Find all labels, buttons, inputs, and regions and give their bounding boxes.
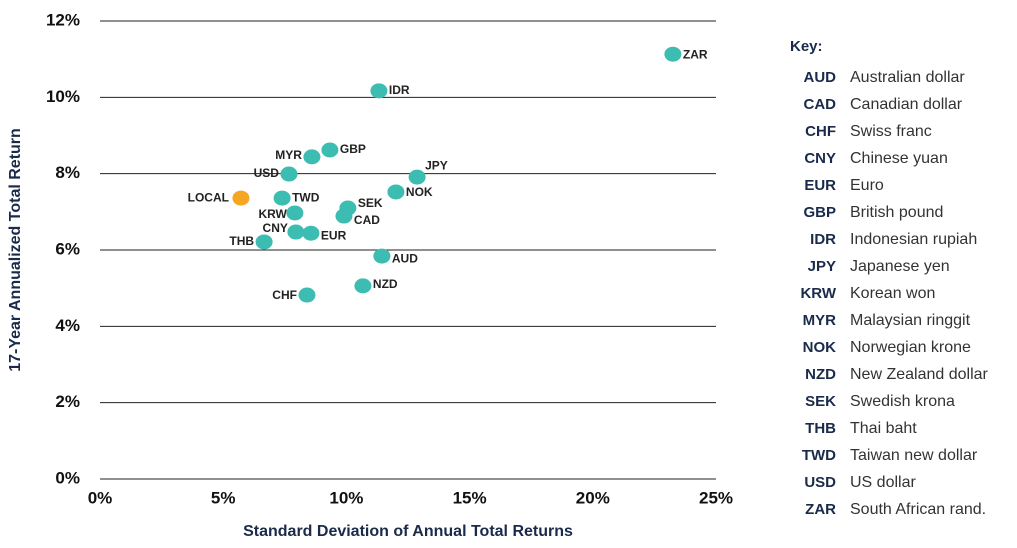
point	[354, 278, 372, 294]
x-tick-label: 15%	[453, 488, 487, 507]
point	[302, 225, 320, 241]
key-name: Swedish krona	[850, 393, 955, 410]
point-label: JPY	[425, 158, 448, 172]
y-tick-label: 12%	[46, 10, 80, 29]
point-label: CNY	[263, 221, 288, 235]
y-tick-label: 2%	[55, 392, 80, 411]
key-name: Australian dollar	[850, 69, 965, 86]
point-label: EUR	[321, 228, 347, 242]
y-axis-title: 17-Year Annualized Total Return	[7, 128, 24, 372]
point	[273, 190, 291, 206]
point-label: AUD	[392, 251, 418, 265]
y-tick-label: 4%	[55, 316, 80, 335]
key-code: THB	[805, 420, 836, 437]
x-axis-title: Standard Deviation of Annual Total Retur…	[243, 523, 573, 540]
point	[280, 166, 298, 182]
x-tick-label: 5%	[211, 488, 236, 507]
key-code: NOK	[803, 339, 837, 356]
point-label: MYR	[275, 148, 302, 162]
point-label: KRW	[258, 207, 287, 221]
key-name: Indonesian rupiah	[850, 231, 977, 248]
key-title: Key:	[790, 38, 823, 55]
key-code: KRW	[800, 285, 836, 302]
key-name: Euro	[850, 177, 884, 194]
point	[303, 149, 321, 165]
key-code: SEK	[805, 393, 836, 410]
point-label: TWD	[292, 190, 320, 204]
key-code: CNY	[804, 150, 836, 167]
point	[408, 169, 426, 185]
key-name: British pound	[850, 204, 943, 221]
point	[287, 224, 305, 240]
key-name: Japanese yen	[850, 258, 950, 275]
key-name: Canadian dollar	[850, 96, 963, 113]
key-name: US dollar	[850, 474, 916, 491]
key-code: USD	[804, 474, 836, 491]
point	[335, 208, 353, 224]
point-label: NOK	[406, 185, 433, 199]
key-name: South African rand.	[850, 501, 986, 518]
point	[373, 248, 391, 264]
key-name: Norwegian krone	[850, 339, 971, 356]
y-tick-label: 0%	[55, 468, 80, 487]
point-label: SEK	[358, 196, 383, 210]
key-name: Swiss franc	[850, 123, 932, 140]
point	[298, 287, 316, 303]
point	[664, 46, 682, 62]
point-label: GBP	[340, 142, 366, 156]
key-code: IDR	[810, 231, 836, 248]
point-label: NZD	[373, 277, 398, 291]
point-label: ZAR	[683, 47, 708, 61]
point-label: THB	[229, 234, 254, 248]
point	[232, 190, 250, 206]
point	[370, 83, 388, 99]
y-tick-label: 8%	[55, 163, 80, 182]
point	[255, 234, 273, 250]
key-code: CAD	[804, 96, 837, 113]
key-code: MYR	[803, 312, 837, 329]
key-code: JPY	[808, 258, 836, 275]
key-code: NZD	[805, 366, 836, 383]
point-label: CAD	[354, 213, 380, 227]
key-name: Malaysian ringgit	[850, 312, 971, 329]
key-code: AUD	[804, 69, 837, 86]
key-code: CHF	[805, 123, 836, 140]
x-tick-label: 25%	[699, 488, 733, 507]
point	[387, 184, 405, 200]
point-label: IDR	[389, 83, 410, 97]
y-tick-label: 10%	[46, 87, 80, 106]
x-tick-label: 20%	[576, 488, 610, 507]
key-code: ZAR	[805, 501, 836, 518]
y-tick-label: 6%	[55, 239, 80, 258]
key-name: Thai baht	[850, 420, 917, 437]
key-code: GBP	[803, 204, 836, 221]
key-code: EUR	[804, 177, 836, 194]
point-label: USD	[254, 166, 280, 180]
x-tick-label: 0%	[88, 488, 113, 507]
key-name: Taiwan new dollar	[850, 447, 978, 464]
point-label: LOCAL	[188, 190, 229, 204]
x-tick-label: 10%	[329, 488, 363, 507]
key-name: New Zealand dollar	[850, 366, 989, 383]
key-name: Korean won	[850, 285, 935, 302]
point	[286, 205, 304, 221]
point	[321, 142, 339, 158]
key-code: TWD	[802, 447, 836, 464]
point-label: CHF	[272, 288, 297, 302]
key-name: Chinese yuan	[850, 150, 948, 167]
